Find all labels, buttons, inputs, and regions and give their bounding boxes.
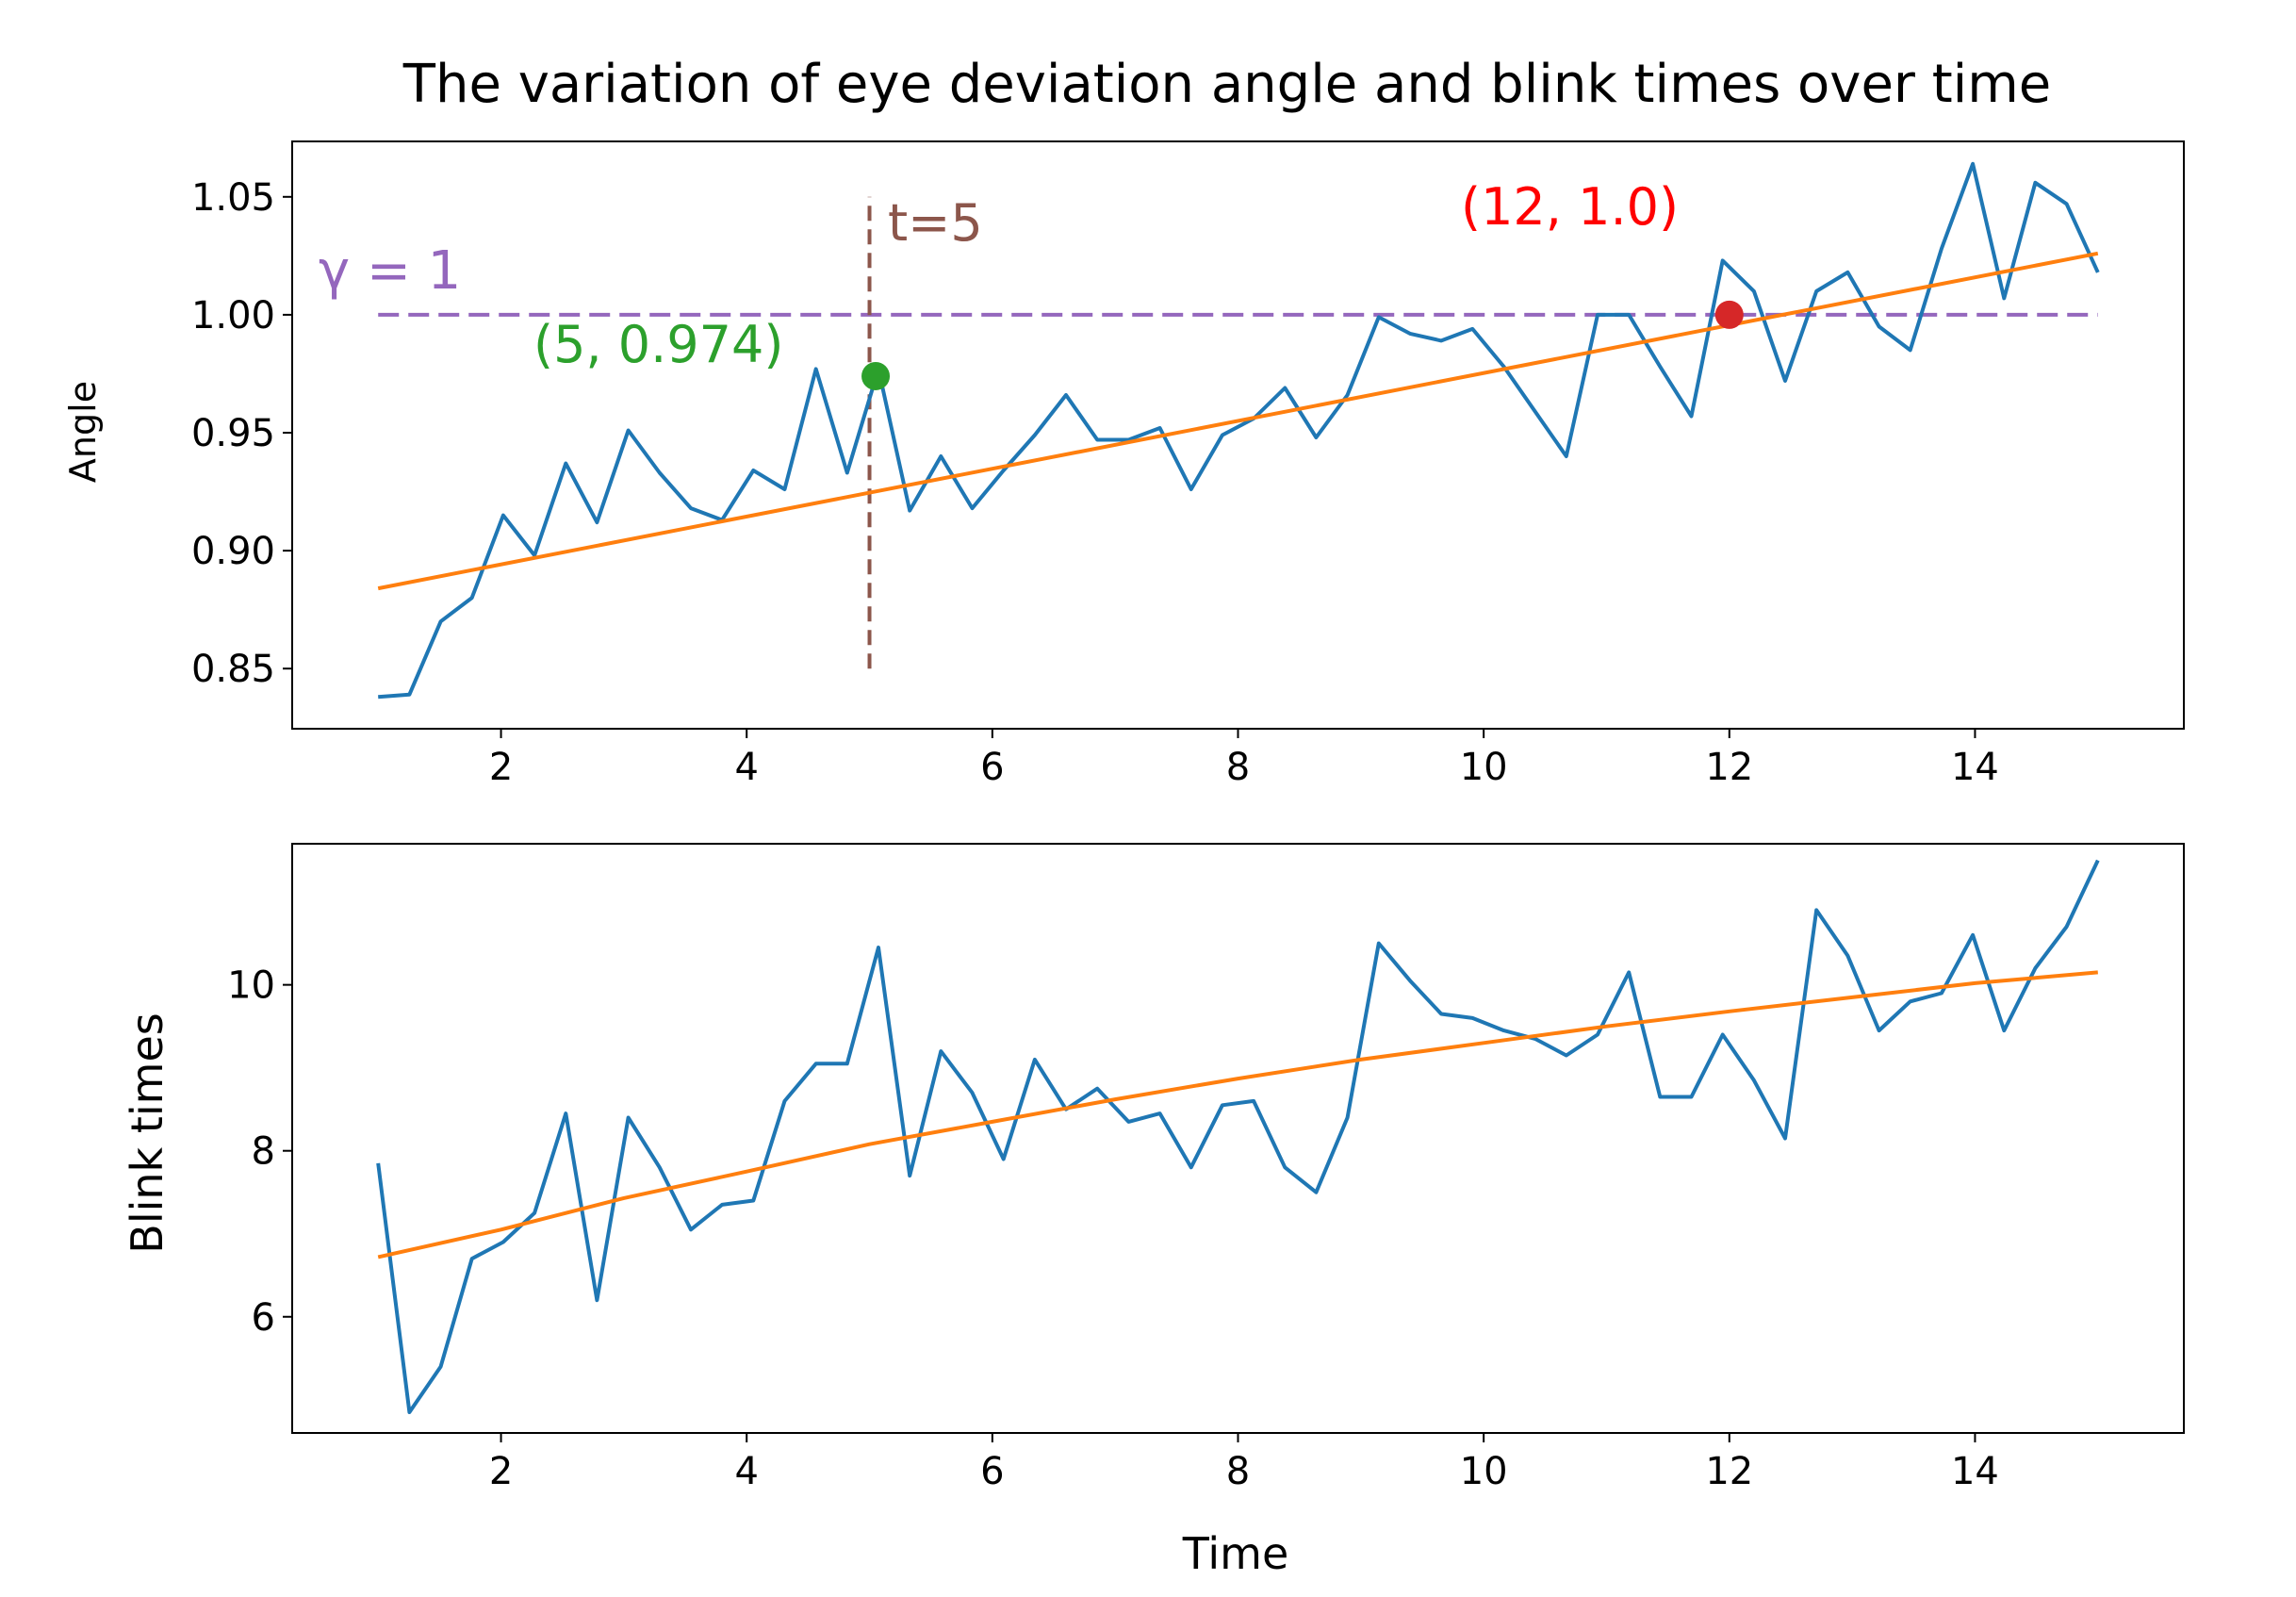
x-tick-label: 10 (1460, 746, 1508, 789)
x-tick-label: 6 (980, 1450, 1004, 1493)
annotation-marker (1714, 300, 1744, 329)
angle-subplot: 2 4 6 8 10 12 14 0.85 0.90 0.95 1.00 1.05 (191, 140, 2185, 789)
y-tick-label: 1.05 (191, 176, 275, 220)
series-line-trend (377, 251, 2099, 591)
y-tick-label: 6 (252, 1296, 275, 1340)
series-line-angle (378, 161, 2100, 700)
angle-ylabel: Angle (62, 381, 104, 483)
x-tick-label: 2 (489, 1450, 513, 1493)
annotation-marker (861, 361, 891, 390)
blink-subplot: 2 4 6 8 10 12 14 6 8 10 (227, 843, 2185, 1493)
x-tick-label: 8 (1226, 746, 1250, 789)
chart-title: The variation of eye deviation angle and… (402, 54, 2052, 115)
y-tick-label: 1.00 (191, 294, 275, 338)
x-tick-label: 12 (1705, 746, 1753, 789)
red-point-label: (12, 1.0) (1461, 177, 1679, 237)
t5-label: t=5 (888, 193, 983, 253)
green-point-label: (5, 0.974) (533, 315, 783, 374)
y-tick-label: 10 (227, 964, 275, 1008)
y-tick-label: 0.90 (191, 530, 275, 573)
x-tick-label: 2 (489, 746, 513, 789)
blink-ylabel: Blink times (122, 1013, 172, 1253)
x-tick-label: 4 (734, 1450, 758, 1493)
x-tick-label: 14 (1951, 746, 1999, 789)
x-tick-label: 4 (734, 746, 758, 789)
time-xlabel: Time (1182, 1528, 1289, 1579)
x-tick-label: 10 (1460, 1450, 1508, 1493)
x-tick-label: 6 (980, 746, 1004, 789)
x-tick-label: 12 (1705, 1450, 1753, 1493)
series-line-blink-times (376, 859, 2100, 1414)
x-tick-label: 14 (1951, 1450, 1999, 1493)
y-tick-label: 0.85 (191, 648, 275, 691)
series-line-trend (377, 970, 2098, 1259)
gamma-label: γ = 1 (319, 240, 461, 302)
y-tick-label: 0.95 (191, 412, 275, 455)
x-tick-label: 8 (1226, 1450, 1250, 1493)
y-tick-label: 8 (252, 1130, 275, 1174)
